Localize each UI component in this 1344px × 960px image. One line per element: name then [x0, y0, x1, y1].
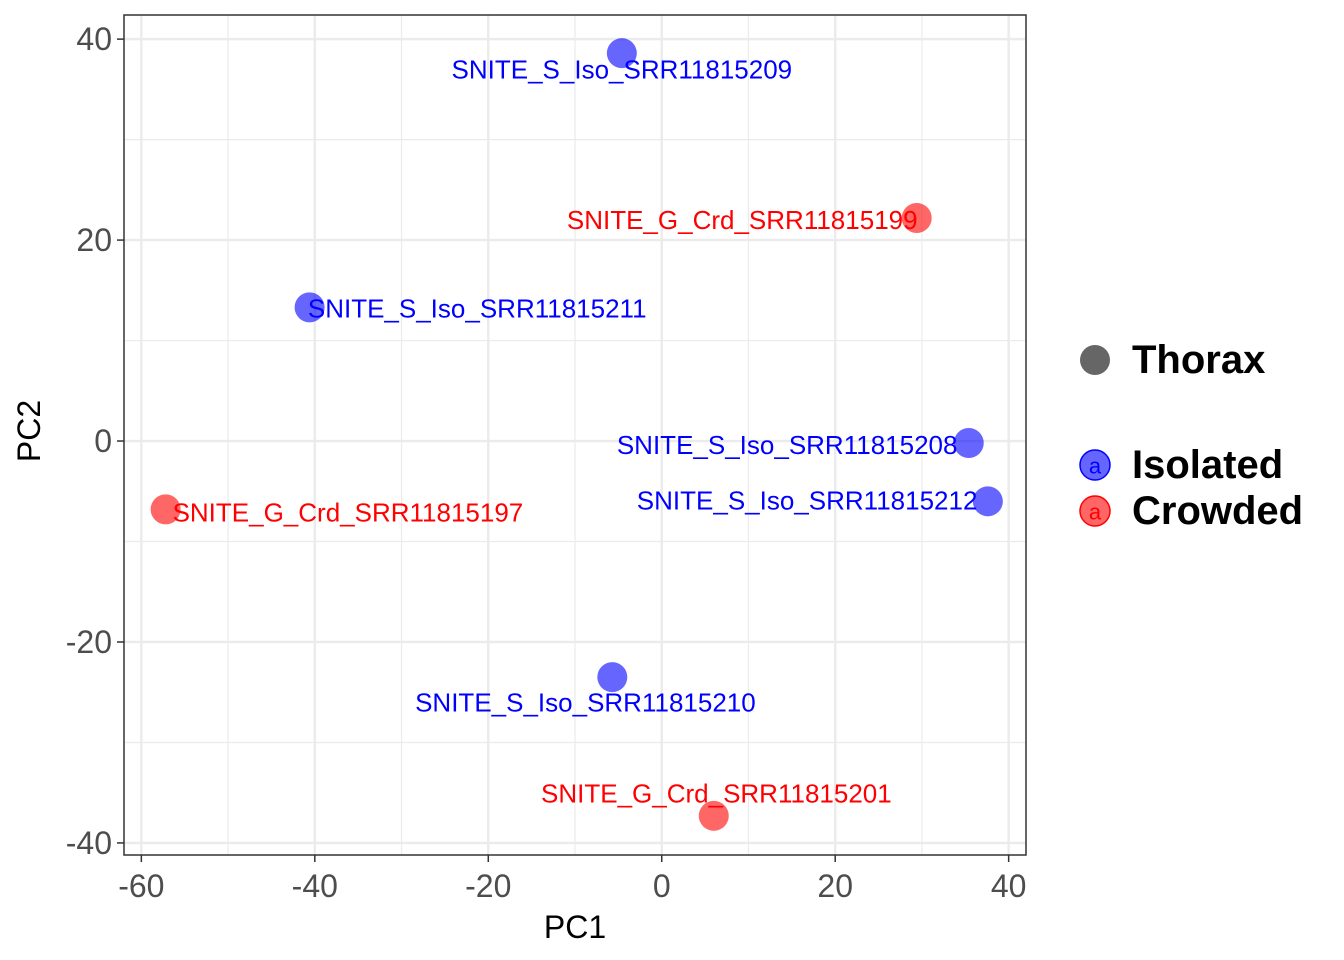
point-label: SNITE_G_Crd_SRR11815199	[567, 205, 918, 235]
panel-border	[123, 14, 1027, 856]
x-tick-label: 0	[653, 868, 671, 904]
point-label: SNITE_G_Crd_SRR11815201	[541, 779, 892, 809]
data-point	[972, 486, 1003, 517]
legend-key-glyph: a	[1089, 454, 1102, 479]
data-point	[698, 800, 729, 831]
data-point	[606, 38, 637, 69]
data-point	[150, 494, 181, 525]
x-axis-title: PC1	[544, 909, 606, 945]
legend-key-color	[1079, 495, 1111, 527]
legend-label: Isolated	[1132, 443, 1283, 487]
legend-label: Thorax	[1132, 338, 1265, 382]
point-label: SNITE_S_Iso_SRR11815209	[452, 54, 793, 84]
point-label: SNITE_S_Iso_SRR11815208	[617, 430, 958, 460]
y-tick-label: -40	[66, 825, 112, 861]
point-label: SNITE_S_Iso_SRR11815211	[308, 293, 647, 323]
data-point	[953, 428, 984, 459]
data-point	[597, 662, 628, 693]
y-tick-label: 20	[76, 222, 112, 258]
y-axis-title: PC2	[11, 400, 47, 462]
x-tick-label: 20	[817, 868, 853, 904]
legend-key-shape	[1080, 345, 1110, 375]
legend-label: Crowded	[1132, 489, 1303, 533]
x-tick-label: -60	[118, 868, 164, 904]
point-label: SNITE_S_Iso_SRR11815212	[637, 485, 978, 515]
x-tick-label: -40	[292, 868, 338, 904]
y-tick-label: 0	[94, 423, 112, 459]
y-tick-label: 40	[76, 21, 112, 57]
plot-panel	[124, 15, 1026, 855]
data-points: SNITE_S_Iso_SRR11815209 SNITE_S_Iso_SRR11…	[150, 38, 1003, 831]
legend-key-glyph: a	[1089, 500, 1102, 525]
legend-key-color	[1079, 449, 1111, 481]
point-label: SNITE_G_Crd_SRR11815197	[173, 497, 524, 527]
data-point	[901, 202, 932, 233]
x-tick-label: 40	[991, 868, 1027, 904]
x-tick-label: -20	[465, 868, 511, 904]
data-point	[294, 292, 325, 323]
legend: Thorax a Isolated a Crowded	[1079, 338, 1303, 533]
point-label: SNITE_S_Iso_SRR11815210	[415, 687, 756, 717]
y-tick-label: -20	[66, 624, 112, 660]
